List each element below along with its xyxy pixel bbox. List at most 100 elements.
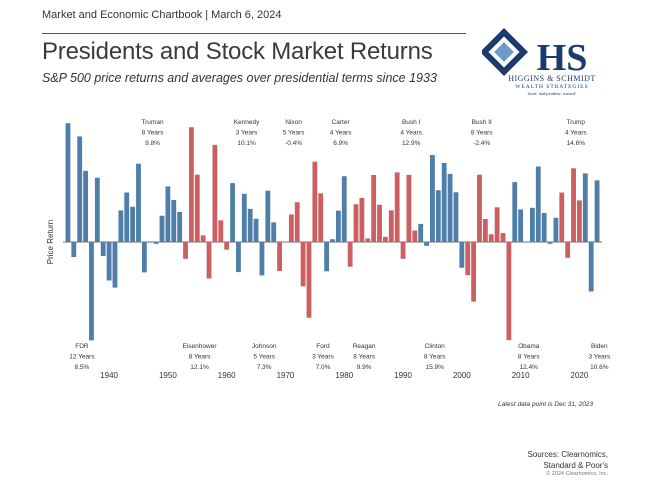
bar-1982: [353, 204, 359, 242]
bar-2008: [506, 242, 512, 341]
bar-2010: [518, 209, 524, 242]
president-truman-avg: 9.8%: [145, 140, 160, 147]
president-biden-avg: 10.6%: [590, 364, 609, 371]
bar-2004: [482, 219, 488, 242]
bar-1983: [359, 197, 365, 242]
bar-1987: [383, 236, 388, 242]
bar-1965: [253, 218, 259, 242]
president-bush-i-avg: 12.9%: [402, 140, 421, 147]
bar-1981: [347, 242, 353, 267]
header-rule: [42, 33, 466, 34]
bar-2007: [500, 233, 506, 242]
chartbook-header: Market and Economic Chartbook | March 6,…: [42, 9, 282, 21]
president-ford-avg: 7.0%: [316, 364, 331, 371]
x-tick-2020: 2020: [571, 371, 589, 380]
bar-1979: [335, 210, 341, 242]
bar-1944: [130, 206, 136, 242]
president-clinton-term: 8 Years: [424, 354, 446, 361]
bar-1959: [218, 220, 224, 242]
bar-2002: [471, 242, 477, 302]
bar-1953: [183, 242, 188, 259]
bar-2013: [535, 166, 541, 242]
president-bush-ii-avg: -2.4%: [473, 140, 490, 147]
president-kennedy-name: Kennedy: [234, 119, 260, 126]
president-johnson-avg: 7.3%: [257, 364, 272, 371]
president-fdr-name: FDR: [75, 343, 89, 350]
president-fdr-avg: 8.5%: [75, 364, 90, 371]
x-tick-1990: 1990: [394, 371, 412, 380]
bar-1956: [200, 235, 206, 242]
president-ford-term: 3 Years: [312, 354, 334, 361]
bar-1934: [71, 242, 77, 258]
logo-monogram: HS: [537, 37, 588, 79]
chart-subtitle: S&P 500 price returns and averages over …: [42, 71, 437, 85]
bar-1933: [65, 123, 71, 242]
president-eisenhower-name: Eisenhower: [183, 343, 218, 350]
sources-line-2: Standard & Poor's: [543, 461, 608, 470]
bar-1972: [294, 202, 300, 242]
bar-1940: [106, 242, 112, 281]
bar-1998: [447, 173, 453, 242]
x-tick-2000: 2000: [453, 371, 471, 380]
logo-division: WEALTH STRATEGIES: [515, 84, 589, 90]
bar-2019: [571, 168, 576, 242]
bar-1957: [206, 242, 212, 279]
bar-1936: [83, 170, 88, 242]
bar-1963: [241, 193, 247, 242]
bar-1937: [89, 242, 94, 341]
bar-2017: [559, 192, 565, 242]
chart-title: Presidents and Stock Market Returns: [42, 38, 433, 65]
president-trump-term: 4 Years: [565, 130, 587, 137]
bar-2006: [494, 207, 500, 242]
president-trump-name: Trump: [567, 119, 586, 126]
president-reagan-avg: 9.9%: [357, 364, 372, 371]
bar-1999: [453, 192, 459, 242]
bar-1962: [236, 242, 241, 273]
bar-1994: [424, 242, 429, 246]
x-tick-1970: 1970: [277, 371, 295, 380]
bar-1978: [330, 239, 335, 242]
bar-1966: [259, 242, 265, 276]
president-clinton-name: Clinton: [425, 343, 446, 350]
bar-1938: [94, 177, 100, 242]
y-axis-label: Price Return: [46, 220, 55, 264]
x-tick-1980: 1980: [335, 371, 353, 380]
president-fdr-term: 12 Years: [69, 354, 95, 361]
bar-1941: [112, 242, 118, 288]
bar-1952: [177, 211, 183, 242]
president-obama-avg: 12.4%: [520, 364, 539, 371]
president-truman-term: 8 Years: [142, 130, 164, 137]
president-reagan-term: 8 Years: [353, 354, 375, 361]
bar-1969: [277, 242, 282, 272]
latest-data-note: Latest data point is Dec 31, 2023: [498, 401, 594, 408]
president-biden-term: 3 Years: [588, 354, 610, 361]
bar-1971: [288, 214, 294, 242]
president-eisenhower-avg: 12.1%: [190, 364, 209, 371]
president-clinton-avg: 15.9%: [425, 364, 444, 371]
president-bush-i-name: Bush I: [402, 119, 421, 126]
president-carter-term: 4 Years: [330, 130, 352, 137]
bar-1991: [406, 174, 412, 242]
president-nixon-term: 5 Years: [283, 130, 305, 137]
bar-1997: [441, 162, 447, 242]
sources-note: Sources: Clearnomics, Standard & Poor's: [528, 449, 608, 471]
bar-1995: [430, 155, 435, 242]
bar-1935: [77, 136, 83, 242]
x-tick-1950: 1950: [159, 371, 177, 380]
bar-1968: [271, 222, 277, 242]
bar-2015: [547, 242, 553, 244]
bar-1943: [124, 192, 130, 242]
bar-1945: [136, 163, 141, 242]
president-carter-avg: 6.9%: [333, 140, 348, 147]
bar-1955: [194, 174, 200, 242]
bar-1993: [418, 223, 424, 242]
bar-1973: [300, 242, 306, 287]
bar-1960: [224, 242, 230, 250]
bar-1958: [212, 144, 218, 242]
bar-1948: [153, 242, 159, 244]
bar-1970: [283, 241, 288, 243]
president-obama-term: 8 Years: [518, 354, 540, 361]
bar-2018: [565, 242, 571, 258]
bar-2011: [524, 242, 529, 243]
president-carter-name: Carter: [332, 119, 351, 126]
